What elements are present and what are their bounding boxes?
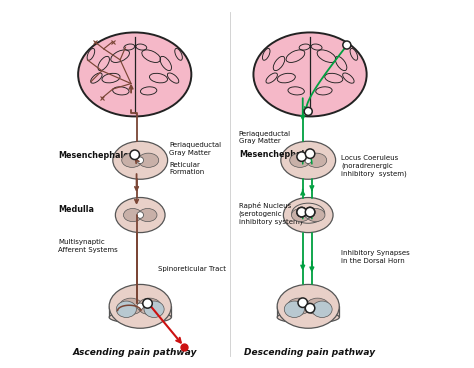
Ellipse shape [138,208,157,222]
Ellipse shape [144,301,164,318]
Ellipse shape [109,284,171,328]
Circle shape [305,212,311,218]
Circle shape [305,304,315,313]
Circle shape [305,208,315,217]
Circle shape [130,150,139,160]
Ellipse shape [292,203,325,223]
Circle shape [305,303,311,309]
Ellipse shape [109,311,171,323]
Ellipse shape [306,153,327,167]
Ellipse shape [292,208,310,222]
Circle shape [137,303,144,309]
Text: Mesenchephalon: Mesenchephalon [239,150,315,159]
Ellipse shape [284,301,304,318]
Ellipse shape [287,298,310,315]
Polygon shape [277,306,339,317]
Ellipse shape [306,208,325,222]
Circle shape [137,157,144,163]
Ellipse shape [277,284,339,328]
Ellipse shape [290,153,310,167]
Ellipse shape [306,298,329,315]
Ellipse shape [138,153,159,167]
Ellipse shape [119,298,143,315]
Text: Inhibitory Synapses
in the Dorsal Horn: Inhibitory Synapses in the Dorsal Horn [341,250,410,264]
Text: Medulla: Medulla [58,205,94,214]
Circle shape [143,299,152,308]
Circle shape [304,107,312,116]
Text: Raphé Nucleus
(serotogenic
inhibitory system): Raphé Nucleus (serotogenic inhibitory sy… [239,202,302,226]
Ellipse shape [254,32,367,116]
Ellipse shape [138,298,161,315]
Ellipse shape [277,311,339,323]
Ellipse shape [113,141,168,179]
Circle shape [305,149,315,159]
Text: Spinoreticular Tract: Spinoreticular Tract [158,266,227,272]
Ellipse shape [122,153,142,167]
Polygon shape [109,306,171,317]
Text: Locus Coeruleus
(noradrenergic
inhibitory  system): Locus Coeruleus (noradrenergic inhibitor… [341,155,407,177]
Circle shape [297,152,306,161]
Ellipse shape [78,32,191,116]
Text: Ascending pain pathway: Ascending pain pathway [73,348,197,357]
Text: Periaqueductal
Gray Matter: Periaqueductal Gray Matter [169,142,221,156]
Circle shape [297,208,306,217]
Text: Descending pain pathway: Descending pain pathway [245,348,375,357]
Text: Multisynaptic
Afferent Systems: Multisynaptic Afferent Systems [58,239,118,253]
Ellipse shape [283,198,333,233]
Circle shape [305,157,311,163]
Ellipse shape [115,198,165,233]
Circle shape [297,208,306,217]
Text: Mesenchephalon: Mesenchephalon [58,151,135,160]
Ellipse shape [116,301,137,318]
Text: Periaqueductal
Gray Matter: Periaqueductal Gray Matter [239,131,291,144]
Ellipse shape [123,208,142,222]
Circle shape [305,208,315,217]
Circle shape [343,41,351,49]
Ellipse shape [281,141,336,179]
Ellipse shape [312,301,332,318]
Circle shape [298,298,308,307]
Text: Reticular
Formation: Reticular Formation [169,162,205,175]
Circle shape [137,212,144,218]
